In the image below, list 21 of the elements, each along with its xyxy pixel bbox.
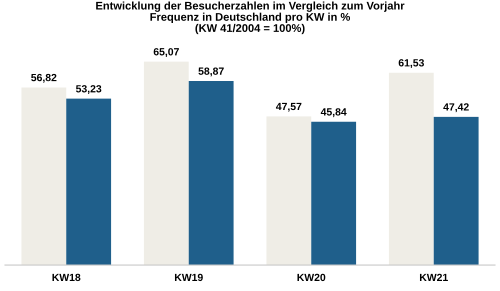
data-label: 47,42 (443, 103, 469, 112)
data-label: 58,87 (198, 67, 224, 76)
bar (388, 72, 434, 266)
bar (266, 116, 312, 266)
bar (311, 122, 356, 266)
bar (144, 62, 189, 266)
x-tick-label: KW21 (420, 274, 448, 281)
data-label: 45,84 (320, 108, 347, 118)
x-tick-label: KW20 (297, 274, 326, 282)
x-tick-label: KW19 (174, 274, 203, 282)
x-tick-label: KW18 (52, 274, 80, 282)
bar (434, 116, 479, 266)
data-label: 47,57 (276, 102, 302, 112)
bar (66, 98, 112, 266)
chart-title: Entwicklung der Besucherzahlen im Vergleich zum Vorjahr Frequenz in Deutschland pro KW in % (KW 41/2004 = 100%) (96, 1, 404, 34)
data-label: 53,23 (76, 85, 102, 94)
bar (188, 81, 234, 266)
bar (21, 87, 66, 266)
data-label: 56,82 (31, 74, 56, 83)
data-label: 65,07 (154, 48, 179, 57)
data-label: 61,53 (398, 59, 424, 68)
